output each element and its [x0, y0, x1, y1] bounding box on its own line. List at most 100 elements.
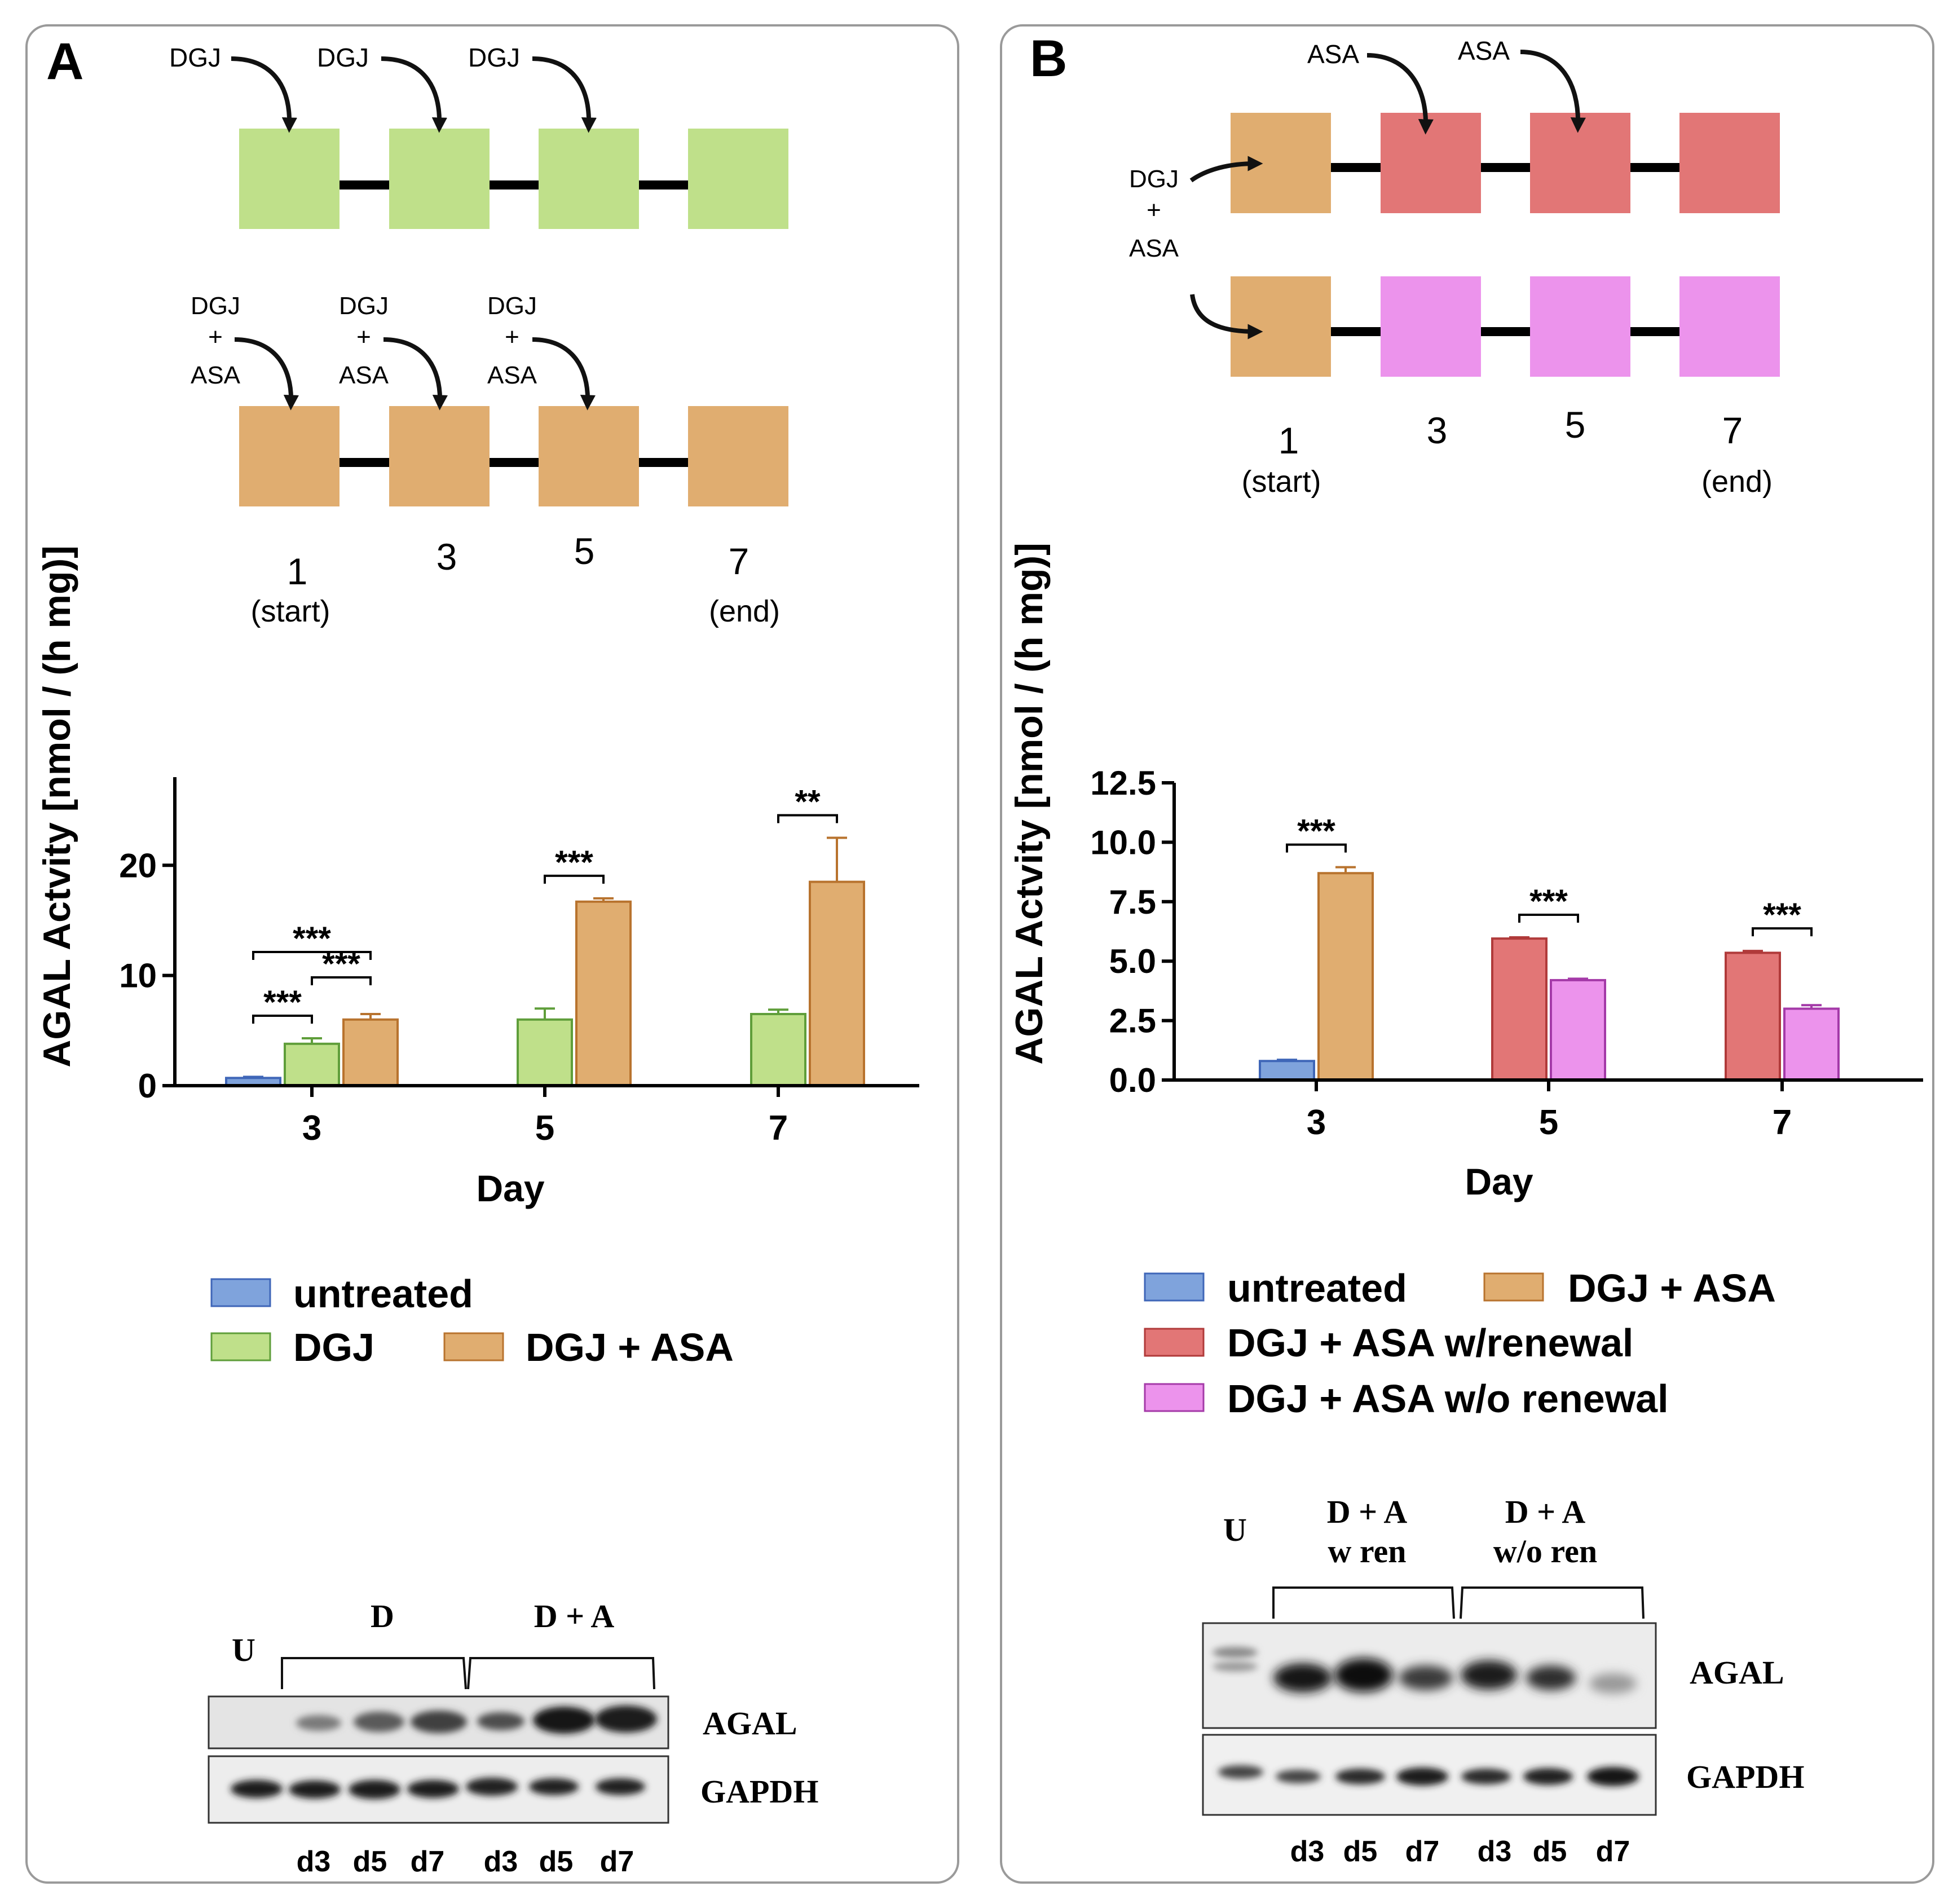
y-tick-label: 0.0: [1109, 1061, 1156, 1099]
legend-label-renewal: DGJ + ASA w/renewal: [1227, 1321, 1633, 1365]
band: [533, 1707, 595, 1734]
band: [411, 1711, 467, 1733]
blot-a: U D D + A AGAL: [208, 1598, 818, 1878]
bar: [1491, 937, 1548, 1081]
blot-row-agal: AGAL: [703, 1705, 797, 1742]
schema-box-day5: [1530, 276, 1630, 377]
day-label: 5: [1565, 404, 1586, 446]
band: [1334, 1658, 1393, 1692]
band: [296, 1715, 341, 1731]
panel-a-schema-dgj-asa: DGJ + ASA DGJ + ASA DGJ + ASA: [191, 292, 788, 506]
significance-bracket: [1752, 927, 1813, 937]
bracket: [281, 1657, 655, 1690]
bar: [750, 1013, 806, 1087]
legend-swatch-dgj-asa: [443, 1332, 504, 1361]
band: [1218, 1765, 1263, 1779]
y-tick-label: 0: [138, 1067, 157, 1105]
combo-label-top: DGJ: [487, 292, 537, 320]
dgj-label: DGJ: [317, 43, 369, 72]
asa-label: ASA: [1458, 36, 1510, 65]
x-tick-label: 3: [302, 1109, 321, 1148]
significance-label: ***: [1763, 897, 1801, 933]
legend-swatch-no-renewal: [1144, 1383, 1205, 1412]
bar: [1317, 872, 1374, 1081]
band: [1396, 1768, 1448, 1786]
schema-box-day7: [688, 129, 788, 229]
y-tick-label: 12.5: [1090, 764, 1156, 802]
band: [289, 1780, 341, 1799]
blot-group-wren: w ren: [1328, 1533, 1406, 1570]
blot-group-d: D: [371, 1598, 394, 1634]
panel-a-day-labels: 1 3 5 7 (start) (end): [251, 530, 781, 628]
arrow-icon: [383, 337, 448, 411]
legend-label-no-renewal: DGJ + ASA w/o renewal: [1227, 1377, 1669, 1421]
panel-b-schema-renewal: ASA ASA DGJ + ASA: [1129, 36, 1780, 262]
day-label: 3: [1427, 409, 1448, 451]
blot-lane-label: d5: [539, 1845, 574, 1878]
band: [596, 1778, 645, 1795]
combo-label-bottom: ASA: [487, 362, 537, 389]
bar: [575, 900, 632, 1087]
blot-lane-label: d5: [1533, 1835, 1567, 1868]
band: [466, 1778, 518, 1796]
combo-label-top: DGJ: [339, 292, 389, 320]
blot-group-wren: D + A: [1327, 1493, 1408, 1530]
combo-label-plus: +: [505, 323, 519, 351]
day-label: 3: [437, 536, 457, 578]
blot-group-da: D + A: [534, 1598, 615, 1634]
end-label: (end): [1701, 465, 1773, 499]
blot-lane-label: d3: [1290, 1835, 1325, 1868]
legend-swatch-renewal: [1144, 1328, 1205, 1357]
band: [1461, 1769, 1511, 1784]
band: [1335, 1769, 1385, 1784]
legend-label-dgj: DGJ: [293, 1325, 374, 1369]
band: [1276, 1770, 1321, 1783]
panel-a: A DGJ DGJ DGJ DGJ + ASA D: [25, 24, 959, 1884]
x-tick-label: 7: [769, 1109, 788, 1148]
schema-box-day5: [1530, 113, 1630, 213]
band: [1526, 1665, 1576, 1690]
blot-row-gapdh: GAPDH: [1686, 1758, 1804, 1795]
y-tick-label: 5.0: [1109, 942, 1156, 980]
arrow-icon: [231, 56, 297, 133]
y-tick-label: 2.5: [1109, 1002, 1156, 1040]
panel-b-day-labels: 1 3 5 7 (start) (end): [1242, 404, 1773, 499]
panel-b-schema-no-renewal: [1190, 276, 1780, 377]
y-tick-label: 7.5: [1109, 883, 1156, 921]
bar: [1783, 1007, 1840, 1082]
blot-lane-u: U: [1223, 1511, 1247, 1548]
legend-swatch-untreated: [210, 1278, 271, 1307]
chart-a-xlabel: Day: [476, 1167, 544, 1209]
significance-bracket: [311, 976, 372, 986]
asa-label: ASA: [1307, 39, 1359, 69]
schema-box-day3: [389, 406, 490, 506]
bar: [1725, 951, 1781, 1081]
blot-lane-label: d7: [411, 1845, 445, 1878]
band: [595, 1705, 657, 1733]
band: [1589, 1673, 1637, 1694]
bar: [1550, 979, 1606, 1081]
band: [477, 1712, 524, 1730]
band: [231, 1780, 283, 1798]
legend-label-untreated: untreated: [1227, 1266, 1407, 1310]
panel-a-schema-dgj: DGJ DGJ DGJ: [169, 43, 788, 229]
panel-b-frame: [1000, 24, 1934, 1884]
legend-b: untreated DGJ + ASA DGJ + ASA w/renewal …: [1144, 1266, 1776, 1421]
blot-row-gapdh: GAPDH: [700, 1773, 818, 1810]
arrow-icon: [1190, 294, 1263, 340]
arrow-icon: [381, 56, 447, 133]
y-tick-label: 10: [119, 957, 157, 995]
blot-lane-label: d7: [1405, 1835, 1440, 1868]
arrow-icon: [1189, 156, 1263, 183]
schema-box-day3: [389, 129, 490, 229]
schema-box-day3: [1381, 276, 1481, 377]
legend-swatch-dgj-asa: [1483, 1272, 1544, 1302]
schema-box-day1: [1231, 276, 1331, 377]
band: [529, 1778, 579, 1795]
arrow-icon: [532, 337, 596, 411]
blot-lane-label: d7: [600, 1845, 634, 1878]
schema-box-day7: [1679, 276, 1780, 377]
blot-b: U D + A w ren D + A w/o ren AGAL: [1202, 1493, 1804, 1868]
x-tick-label: 7: [1773, 1103, 1792, 1142]
significance-bracket: [1518, 914, 1579, 923]
